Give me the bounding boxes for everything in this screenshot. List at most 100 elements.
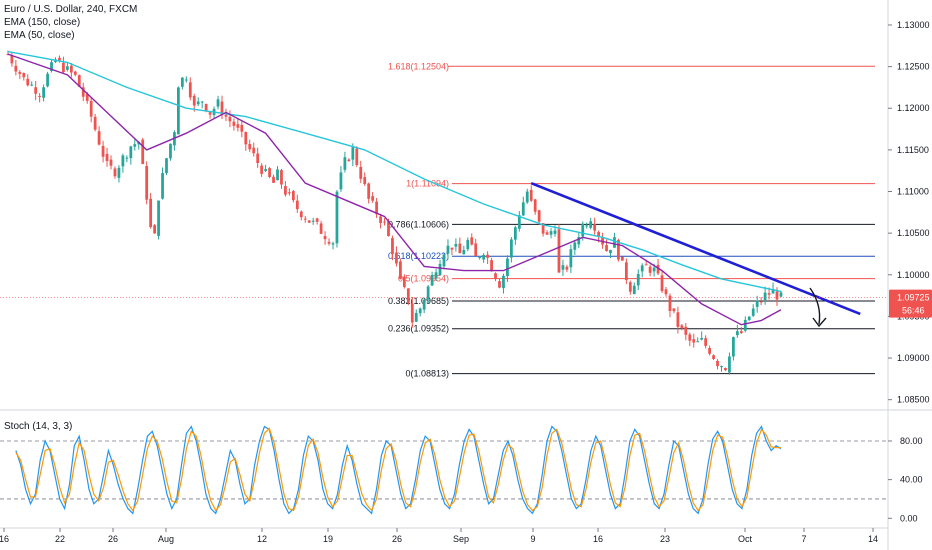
time-axis[interactable]: 16 22 26 Aug 12 19 26 Sep 9 16 23 Oct 7 14 [0,528,878,544]
ema50-label[interactable]: EMA (50, close) [4,30,75,41]
candle-body [133,144,137,147]
candle-body [458,243,462,254]
ema50-line [7,53,782,326]
time-tick-label: Sep [453,534,469,544]
stoch-pane [0,425,888,515]
candle-body [533,199,537,212]
candle-body [494,273,497,279]
candle-body [196,101,200,105]
candle-body [359,166,363,179]
candle-body [720,366,723,368]
candle-body [50,62,53,71]
candle-body [708,347,711,354]
candle-body [248,144,252,150]
candle-body [165,158,168,174]
candle-body [728,356,731,373]
candle-body [46,73,49,87]
descending-trendline[interactable] [530,181,861,316]
candle-body [371,196,375,201]
candle-body [513,227,517,240]
price-tick-label: 1.08500 [897,395,930,405]
candle-body [438,263,442,276]
candle-body [89,100,93,117]
candle-body [10,55,14,64]
time-tick-label: 23 [660,534,670,544]
candle-body [232,121,236,126]
price-axis[interactable]: 1.13000 1.12500 1.12000 1.11500 1.11000 1.105… [888,20,930,405]
candle-body [506,258,509,277]
candle-body [264,169,267,171]
candle-body [712,355,715,359]
price-tick-label: 1.12500 [897,62,930,72]
ema150-line [7,50,782,293]
candle-body [426,286,430,300]
candle-body [541,223,545,234]
candle-body [628,282,632,292]
candle-body [704,338,708,346]
candle-body [331,243,335,245]
candle-body [58,57,61,61]
candle-body [113,168,117,177]
candle-body [38,95,42,97]
candle-body [125,157,129,159]
candle-body [180,77,184,87]
time-tick-label: 7 [801,534,806,544]
candle-body [680,325,684,328]
candle-body [779,292,783,297]
candle-body [422,299,426,310]
candle-body [299,211,303,218]
candle-body [462,249,466,255]
candle-body [498,281,501,288]
candle-body [652,267,656,272]
candle-body [763,292,767,300]
candle-body [216,99,220,107]
candle-body [561,265,565,270]
candle-body [434,272,438,278]
stoch-label[interactable]: Stoch (14, 3, 3) [4,421,73,432]
candle-body [14,65,18,72]
candle-body [454,244,458,247]
candle-body [724,368,727,371]
candle-body [22,72,26,78]
candle-body [589,221,593,228]
candle-body [430,274,434,286]
candle-body [605,245,608,252]
candle-body [771,289,775,294]
candle-body [395,252,398,264]
candle-body [700,338,704,340]
candle-body [315,218,319,222]
time-tick-label: 22 [55,534,65,544]
symbol-title[interactable]: Euro / U.S. Dollar, 240, FXCM [4,4,138,15]
candle-body [169,143,172,159]
fib-level-label: 0.786(1.10606) [388,219,449,229]
candle-body [77,75,81,87]
candle-body [446,245,450,254]
time-tick-label: 9 [530,534,535,544]
candle-body [379,216,382,223]
candle-body [648,266,652,273]
candle-body [85,94,89,101]
candle-body [66,66,69,70]
candle-body [537,210,541,222]
stoch-legend: Stoch (14, 3, 3) [4,420,72,433]
candle-body [732,337,735,357]
candle-body [617,239,620,260]
candle-body [414,312,418,322]
time-tick-label: Aug [158,534,174,544]
fib-level-label: 1.618(1.12504) [388,61,449,71]
candle-body [502,275,505,289]
candle-body [276,169,279,181]
candle-body [117,167,121,178]
price-tick-label: 1.10500 [897,228,930,238]
ema150-label[interactable]: EMA (150, close) [4,17,81,28]
time-tick-label: 26 [108,534,118,544]
stoch-d-line [15,427,781,512]
price-tick-label: 1.11000 [897,187,929,197]
price-tag: 1.09725 56:46 [0,289,932,318]
stoch-tick-label: 80.00 [900,436,923,446]
candle-body [660,275,664,292]
candle-body [363,177,367,184]
candle-body [192,95,196,106]
down-arrow-icon [809,287,821,325]
fib-level-label: 0(1.08813) [405,369,449,379]
